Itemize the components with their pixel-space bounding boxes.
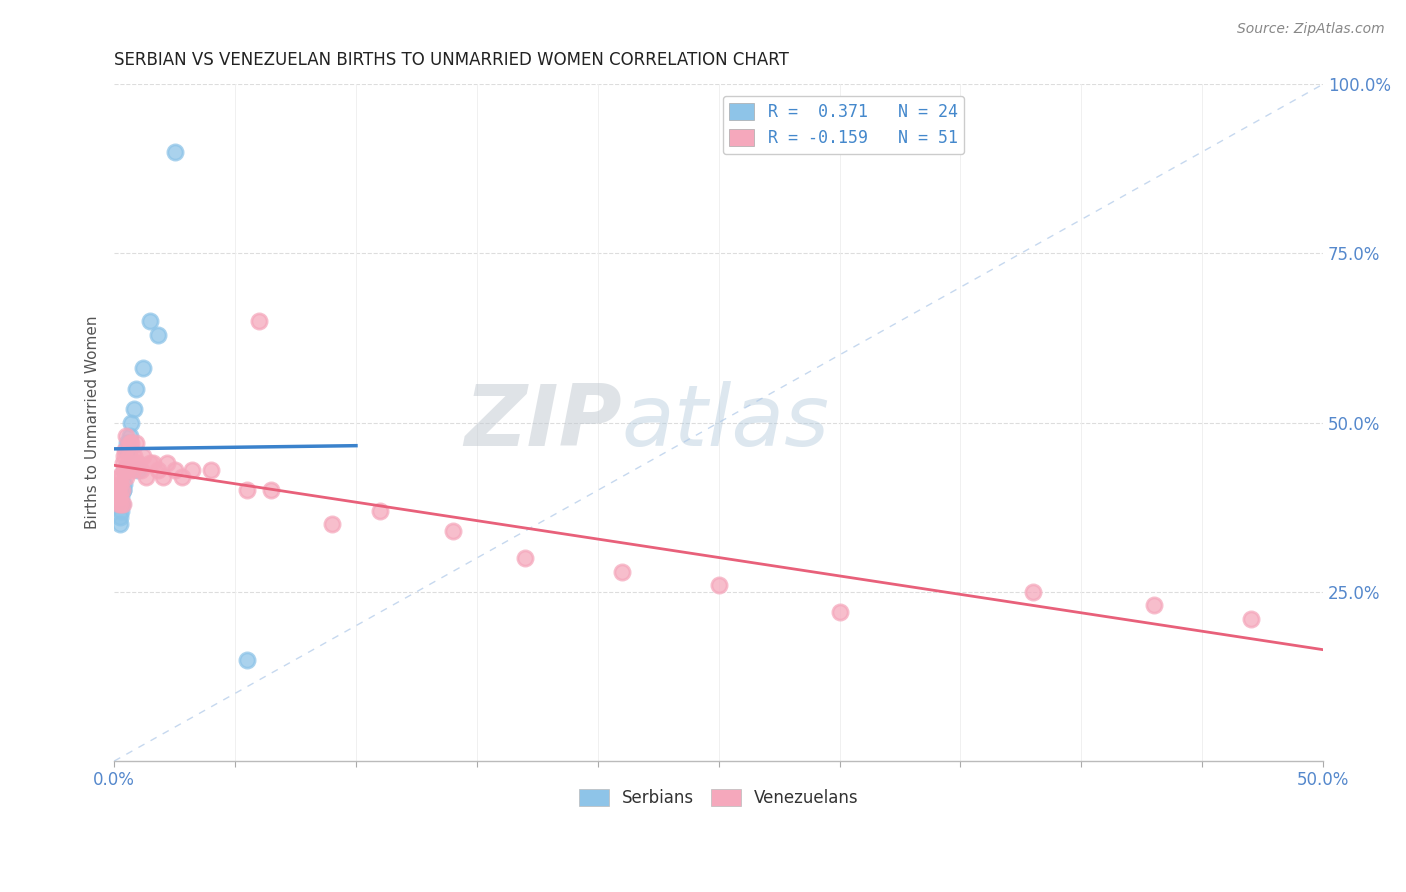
Point xyxy=(117,456,139,470)
Point xyxy=(146,463,169,477)
Point xyxy=(118,436,141,450)
Point xyxy=(110,517,132,532)
Point xyxy=(132,361,155,376)
Point xyxy=(828,605,851,619)
Point xyxy=(146,327,169,342)
Point xyxy=(110,476,132,491)
Point xyxy=(107,469,129,483)
Point xyxy=(170,469,193,483)
Point xyxy=(121,463,143,477)
Point xyxy=(115,429,138,443)
Point xyxy=(112,497,135,511)
Point xyxy=(129,463,152,477)
Point xyxy=(120,416,142,430)
Text: ZIP: ZIP xyxy=(464,381,621,464)
Point xyxy=(115,442,138,457)
Point xyxy=(105,483,128,498)
Point xyxy=(135,469,157,483)
Point xyxy=(112,463,135,477)
Point xyxy=(118,429,141,443)
Point xyxy=(112,450,135,464)
Point xyxy=(111,483,134,498)
Point xyxy=(111,497,134,511)
Point xyxy=(107,497,129,511)
Point xyxy=(111,483,134,498)
Point xyxy=(142,456,165,470)
Point xyxy=(441,524,464,538)
Point xyxy=(114,463,136,477)
Point xyxy=(125,382,148,396)
Point xyxy=(117,436,139,450)
Text: atlas: atlas xyxy=(621,381,830,464)
Point xyxy=(122,450,145,464)
Point xyxy=(110,497,132,511)
Point xyxy=(515,551,537,566)
Text: SERBIAN VS VENEZUELAN BIRTHS TO UNMARRIED WOMEN CORRELATION CHART: SERBIAN VS VENEZUELAN BIRTHS TO UNMARRIE… xyxy=(114,51,789,69)
Point xyxy=(112,483,135,498)
Point xyxy=(163,145,186,159)
Point xyxy=(163,463,186,477)
Point xyxy=(321,517,343,532)
Point xyxy=(108,483,131,498)
Y-axis label: Births to Unmarried Women: Births to Unmarried Women xyxy=(86,316,100,529)
Point xyxy=(114,469,136,483)
Point xyxy=(122,402,145,417)
Point xyxy=(180,463,202,477)
Point xyxy=(127,456,149,470)
Point xyxy=(110,469,132,483)
Point xyxy=(125,436,148,450)
Point xyxy=(236,652,259,666)
Point xyxy=(111,456,134,470)
Point xyxy=(112,463,135,477)
Point xyxy=(139,314,162,328)
Point xyxy=(156,456,179,470)
Point xyxy=(707,578,730,592)
Point xyxy=(1239,612,1261,626)
Point xyxy=(610,565,633,579)
Point xyxy=(127,463,149,477)
Point xyxy=(118,450,141,464)
Point xyxy=(120,436,142,450)
Point xyxy=(110,490,132,504)
Point xyxy=(139,456,162,470)
Point xyxy=(114,442,136,457)
Point xyxy=(152,469,174,483)
Point xyxy=(200,463,222,477)
Point xyxy=(1143,599,1166,613)
Legend: Serbians, Venezuelans: Serbians, Venezuelans xyxy=(572,782,865,814)
Point xyxy=(110,503,132,517)
Point xyxy=(108,510,131,524)
Point xyxy=(1022,584,1045,599)
Point xyxy=(117,463,139,477)
Point xyxy=(247,314,270,328)
Point xyxy=(236,483,259,498)
Point xyxy=(107,497,129,511)
Point xyxy=(124,456,146,470)
Point xyxy=(260,483,283,498)
Point xyxy=(118,442,141,457)
Point xyxy=(368,503,391,517)
Text: Source: ZipAtlas.com: Source: ZipAtlas.com xyxy=(1237,22,1385,37)
Point xyxy=(112,476,135,491)
Point xyxy=(108,490,131,504)
Point xyxy=(132,450,155,464)
